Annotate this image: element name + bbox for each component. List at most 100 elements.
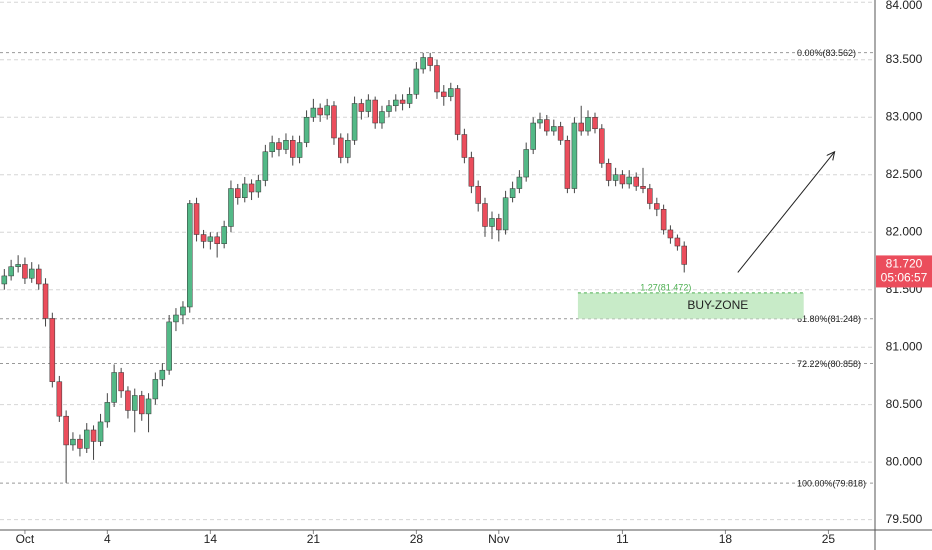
y-tick-label: 82.000: [886, 224, 923, 238]
candle-body: [173, 314, 179, 323]
candle-body: [145, 398, 152, 415]
candle-body: [427, 57, 433, 66]
candle-body: [475, 185, 481, 204]
candle-body: [290, 140, 296, 158]
candle-body: [331, 105, 337, 139]
candle-body: [283, 140, 289, 150]
candle-body: [516, 176, 523, 189]
y-tick-label: 80.000: [886, 454, 923, 468]
buy-zone: [577, 292, 804, 319]
candle-body: [83, 429, 90, 449]
candle-body: [399, 99, 406, 104]
candle-body: [496, 218, 502, 231]
candle-body: [221, 226, 227, 244]
candle-body: [97, 421, 104, 442]
candle-body: [125, 390, 131, 411]
candle-body: [605, 163, 612, 181]
candle-body: [454, 88, 461, 135]
candle-body: [640, 185, 646, 189]
candle-body: [22, 264, 28, 279]
candle-body: [482, 203, 488, 227]
candle-body: [647, 188, 653, 204]
zone-label: BUY-ZONE: [687, 298, 748, 312]
candle-body: [131, 395, 138, 411]
candle-body: [571, 122, 578, 189]
fib-label: 72.22%(80.858): [797, 359, 861, 369]
candle-body: [509, 188, 516, 198]
arrow: [737, 152, 835, 273]
candle-body: [152, 379, 159, 400]
candle-body: [56, 381, 63, 417]
last-price-label: 81.720: [886, 257, 923, 271]
candle-body: [386, 105, 392, 112]
candle-body: [612, 174, 619, 181]
candle-body: [159, 369, 166, 380]
candle-body: [248, 183, 255, 193]
y-tick-label: 82.500: [886, 167, 923, 181]
candle-body: [207, 236, 214, 242]
candle-body: [489, 218, 495, 227]
candle-body: [138, 395, 145, 415]
x-tick-label: 28: [410, 532, 424, 546]
fib-label: 100.00%(79.818): [797, 478, 866, 488]
candle-body: [310, 107, 317, 118]
candle-body: [523, 149, 529, 178]
candle-body: [235, 188, 241, 198]
candle-body: [365, 99, 372, 112]
candle-body: [654, 203, 660, 210]
candle-body: [372, 99, 378, 124]
candle-body: [262, 151, 269, 181]
x-tick-label: 4: [104, 532, 111, 546]
candle-body: [1, 275, 8, 285]
candle-body: [70, 438, 76, 446]
y-tick-label: 83.500: [886, 52, 923, 66]
candle-body: [193, 203, 200, 235]
candle-body: [200, 234, 207, 242]
candle-body: [214, 236, 220, 244]
candle-body: [296, 142, 303, 158]
x-tick-label: 21: [307, 532, 321, 546]
fib-label: 0.00%(83.562): [797, 48, 856, 58]
candle-body: [393, 99, 399, 107]
candle-body: [118, 372, 124, 392]
x-tick-label: Nov: [488, 532, 509, 546]
candle-body: [351, 103, 358, 141]
candle-body: [537, 119, 543, 124]
y-tick-label: 79.500: [886, 512, 923, 526]
candle-body: [502, 197, 509, 231]
candle-body: [338, 137, 344, 158]
candle-body: [434, 65, 440, 93]
candle-body: [619, 174, 626, 185]
candle-body: [420, 57, 426, 70]
candle-body: [269, 142, 275, 153]
candle-body: [681, 245, 687, 265]
candle-body: [324, 105, 330, 116]
zone-level-label: 1.27(81.472): [640, 282, 691, 292]
x-tick-label: 25: [822, 532, 836, 546]
candle-body: [599, 128, 605, 164]
candle-body: [90, 429, 97, 442]
candle-body: [564, 140, 571, 189]
candle-body: [626, 176, 632, 185]
candle-body: [276, 142, 282, 150]
candle-body: [166, 321, 172, 371]
candle-body: [441, 91, 447, 97]
candle-body: [104, 402, 111, 423]
candle-body: [15, 264, 21, 267]
y-tick-label: 84.000: [886, 0, 923, 12]
candle-body: [228, 188, 234, 227]
candle-body: [544, 119, 550, 132]
candle-body: [63, 415, 69, 446]
candle-body: [28, 268, 35, 279]
y-tick-label: 80.500: [886, 397, 923, 411]
candle-body: [667, 229, 674, 239]
candle-body: [585, 117, 591, 132]
candle-body: [461, 134, 468, 158]
candle-body: [317, 107, 323, 116]
candle-body: [111, 372, 117, 403]
y-tick-label: 83.000: [886, 109, 923, 123]
x-tick-label: 14: [204, 532, 218, 546]
x-tick-label: 11: [616, 532, 629, 546]
